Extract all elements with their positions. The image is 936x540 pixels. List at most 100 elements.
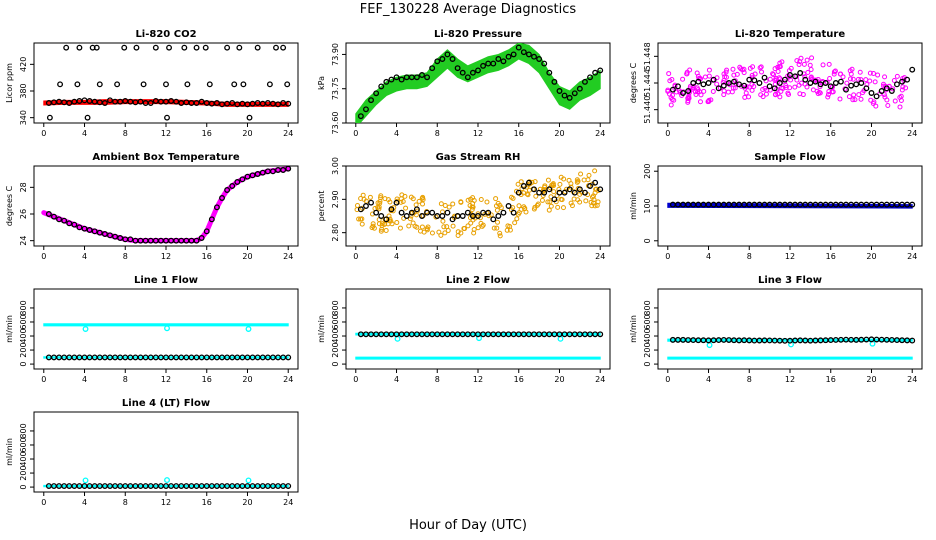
data-point bbox=[439, 213, 446, 219]
data-point bbox=[420, 194, 426, 200]
data-point bbox=[367, 194, 373, 200]
x-tick-label: 4 bbox=[394, 252, 399, 261]
data-point bbox=[551, 78, 558, 85]
x-tick-label: 20 bbox=[242, 129, 252, 138]
data-point bbox=[419, 72, 425, 78]
data-point bbox=[794, 58, 800, 64]
data-point bbox=[475, 211, 481, 217]
data-point bbox=[357, 206, 364, 213]
data-point bbox=[737, 64, 743, 70]
data-point bbox=[731, 78, 737, 85]
data-point bbox=[724, 67, 730, 73]
data-point bbox=[860, 90, 866, 96]
data-point bbox=[749, 81, 755, 87]
data-point bbox=[899, 87, 905, 93]
data-point bbox=[393, 199, 400, 206]
data-point bbox=[909, 201, 916, 208]
data-point bbox=[45, 211, 52, 217]
y-axis-label: ml/min bbox=[5, 315, 14, 343]
x-tick-label: 8 bbox=[435, 375, 440, 384]
data-point bbox=[587, 183, 593, 189]
data-point bbox=[561, 189, 568, 196]
data-point bbox=[410, 196, 416, 202]
data-point bbox=[566, 186, 573, 193]
data-point bbox=[541, 60, 548, 67]
data-point bbox=[856, 92, 862, 98]
data-point bbox=[853, 81, 860, 88]
series-avg bbox=[669, 201, 916, 208]
y-tick-label: 420 bbox=[19, 57, 28, 72]
data-point bbox=[57, 81, 64, 88]
data-point bbox=[147, 100, 154, 106]
x-tick-label: 20 bbox=[554, 129, 564, 138]
x-tick-label: 24 bbox=[283, 252, 293, 261]
data-point bbox=[899, 78, 905, 85]
y-axis-label: kPa bbox=[317, 76, 326, 90]
data-point bbox=[378, 83, 385, 90]
data-point bbox=[450, 201, 456, 207]
data-point bbox=[715, 85, 722, 92]
data-point bbox=[101, 231, 108, 237]
data-point bbox=[555, 204, 561, 210]
data-point bbox=[56, 216, 63, 223]
data-point bbox=[721, 92, 727, 98]
data-point bbox=[760, 87, 766, 93]
data-point bbox=[827, 76, 833, 82]
data-point bbox=[597, 331, 604, 338]
data-point bbox=[285, 354, 292, 361]
data-point bbox=[732, 78, 738, 84]
data-point bbox=[787, 85, 793, 91]
data-point bbox=[444, 209, 451, 216]
data-point bbox=[82, 326, 89, 332]
data-point bbox=[419, 224, 425, 230]
data-point bbox=[779, 59, 785, 65]
data-point bbox=[897, 104, 903, 110]
data-point bbox=[193, 100, 200, 106]
data-point bbox=[375, 204, 381, 210]
x-tick-label: 20 bbox=[554, 252, 564, 261]
data-point bbox=[777, 94, 783, 100]
data-point bbox=[531, 206, 537, 212]
x-tick-label: 24 bbox=[595, 129, 605, 138]
data-point bbox=[434, 58, 441, 65]
data-point bbox=[429, 230, 435, 236]
series-avg bbox=[45, 166, 292, 244]
data-point bbox=[868, 97, 874, 103]
data-point bbox=[770, 71, 776, 77]
data-point bbox=[354, 203, 360, 209]
data-point bbox=[746, 94, 752, 100]
panel-line2: Line 2 Flow ml/min 0 4 8 12 16 20 24 0 20040060080… bbox=[317, 275, 611, 384]
data-point bbox=[837, 96, 843, 102]
data-point bbox=[173, 98, 180, 105]
data-point bbox=[551, 189, 557, 195]
panel-sample: Sample Flow ml/min 0 4 8 12 16 20 24 0 100 200 bbox=[629, 152, 923, 261]
x-tick-label: 24 bbox=[283, 129, 293, 138]
y-axis-label: ml/min bbox=[629, 315, 638, 343]
data-point bbox=[750, 64, 756, 70]
data-point bbox=[705, 80, 712, 86]
data-point bbox=[249, 172, 256, 179]
data-point bbox=[76, 224, 83, 231]
data-point bbox=[403, 205, 409, 211]
y-tick-label: 600 bbox=[643, 314, 652, 329]
data-point bbox=[493, 196, 499, 202]
y-tick-label: 600 bbox=[19, 437, 28, 452]
data-point bbox=[512, 220, 518, 226]
panel-title: Ambient Box Temperature bbox=[92, 152, 239, 163]
x-tick-label: 24 bbox=[595, 252, 605, 261]
data-point bbox=[568, 200, 574, 206]
data-point bbox=[433, 214, 439, 220]
data-point bbox=[269, 168, 276, 175]
data-point bbox=[881, 92, 887, 98]
x-tick-label: 20 bbox=[866, 129, 876, 138]
data-point bbox=[557, 181, 563, 187]
data-point bbox=[224, 187, 231, 193]
data-point bbox=[878, 88, 885, 94]
data-point bbox=[386, 213, 392, 219]
y-tick-label: 800 bbox=[19, 423, 28, 438]
y-axis-label: ml/min bbox=[629, 192, 638, 220]
y-tick-label: 0 bbox=[331, 362, 340, 367]
data-point bbox=[680, 90, 687, 96]
data-point bbox=[363, 203, 369, 209]
